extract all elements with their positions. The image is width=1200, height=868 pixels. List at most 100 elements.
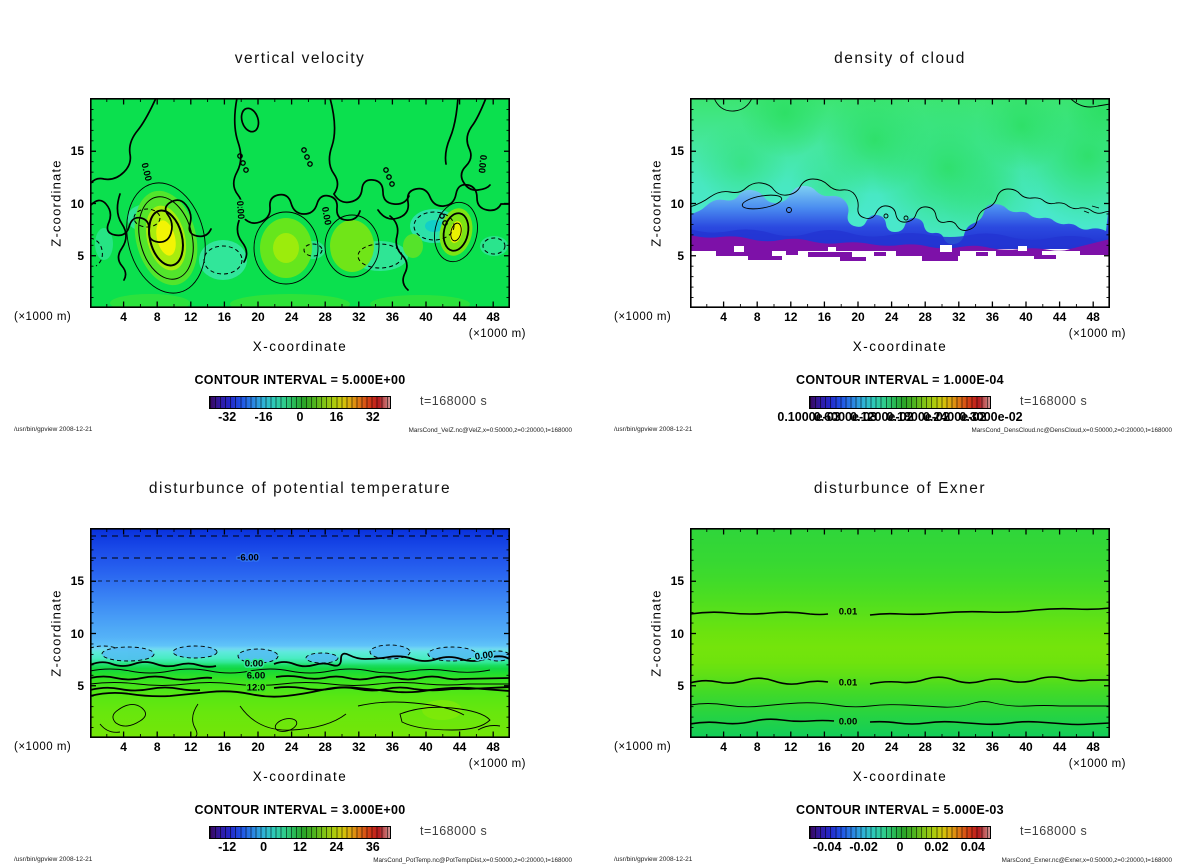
cloud-top-swirls — [697, 98, 1110, 243]
colorbar-tick-label: 0 — [296, 410, 304, 424]
contour-plot-exner: 0.01 0.01 0.00 — [690, 528, 1110, 738]
x-unit-label: (×1000 m) — [1068, 328, 1126, 340]
x-tick-label: 8 — [153, 740, 161, 754]
cloud-base-gaps — [734, 245, 1027, 252]
contour-beads — [237, 147, 448, 226]
y-unit-label: (×1000 m) — [14, 741, 72, 753]
x-tick-label: 48 — [1086, 740, 1100, 754]
x-axis-label: X-coordinate — [852, 769, 948, 784]
x-unit-label: (×1000 m) — [1068, 758, 1126, 770]
x-tick-label: 24 — [884, 310, 899, 324]
contour-plot-vertical-velocity: 0.000.00 0.000.00 — [90, 98, 510, 308]
y-unit-label: (×1000 m) — [14, 311, 72, 323]
colorbar-tick-label: 12 — [293, 840, 307, 854]
y-tick-label: 15 — [670, 574, 684, 589]
x-tick-label: 44 — [1052, 740, 1067, 754]
x-tick-label: 48 — [486, 310, 500, 324]
y-tick-label: 15 — [670, 144, 684, 159]
colorbar-tick-label: 0.04 — [960, 840, 985, 854]
x-tick-label: 44 — [452, 310, 467, 324]
x-tick-label: 12 — [784, 310, 798, 324]
axis-tick-marks — [90, 98, 510, 308]
x-axis-label: X-coordinate — [252, 339, 348, 354]
colorbar-tick-label: 0 — [260, 840, 268, 854]
contour-interval-label: CONTOUR INTERVAL = 5.000E-03 — [796, 803, 1004, 817]
gpview-command-text: /usr/bin/gpview 2008-12-21 — [614, 426, 693, 433]
x-tick-label: 32 — [952, 740, 966, 754]
colorbar-tick-label: 24 — [329, 840, 344, 854]
time-label: t=168000 s — [420, 394, 488, 408]
solid-contours — [90, 652, 510, 738]
data-source-text: MarsCond_Exner.nc@Exner,x=0:50000,z=0:20… — [1001, 857, 1172, 864]
cloud-band-blue — [690, 185, 1110, 249]
colorbar-tick-label: 16 — [329, 410, 344, 424]
data-source-text: MarsCond_PotTemp.nc@PotTempDist,x=0:5000… — [373, 857, 572, 864]
colorbar-tick-label: -0.04 — [812, 840, 842, 854]
y-tick-label: 10 — [670, 196, 684, 211]
cloud-base-purple — [690, 235, 1110, 261]
page-title: density of cloud — [834, 50, 966, 67]
y-tick-label: 10 — [70, 196, 84, 211]
contour-interval-label: CONTOUR INTERVAL = 5.000E+00 — [194, 373, 406, 387]
x-tick-label: 44 — [1052, 310, 1067, 324]
time-label: t=168000 s — [1020, 394, 1088, 408]
colorbar-tick-label: 0.2400e-02 — [922, 410, 987, 424]
colorbar — [809, 396, 991, 409]
y-tick-label: 15 — [70, 144, 84, 159]
x-tick-label: 28 — [918, 740, 932, 754]
time-label: t=168000 s — [1020, 824, 1088, 838]
contour-label: 0.01 — [839, 678, 858, 689]
x-tick-label: 12 — [784, 740, 798, 754]
colorbar — [209, 396, 391, 409]
updraft-maxima — [110, 182, 478, 308]
contour-label: 0.00 — [839, 717, 858, 728]
x-tick-label: 8 — [753, 310, 761, 324]
x-tick-label: 44 — [452, 740, 467, 754]
y-tick-label: 5 — [677, 678, 684, 693]
x-tick-label: 16 — [817, 740, 832, 754]
y-tick-label: 5 — [77, 248, 84, 263]
x-tick-label: 36 — [985, 740, 1000, 754]
panel-potential-temperature: disturbunce of potential temperature Z-c… — [0, 468, 600, 868]
x-tick-label: 24 — [284, 740, 299, 754]
zero-contours — [90, 98, 510, 291]
panel-exner: disturbunce of Exner Z-coordinate — [600, 468, 1200, 868]
contour-interval-label: CONTOUR INTERVAL = 1.000E-04 — [796, 373, 1004, 387]
dashed-contours — [90, 535, 510, 582]
colorbar-tick-label: 0.1000e-03 — [777, 410, 841, 424]
negative-contours — [90, 208, 506, 275]
colorbar — [209, 826, 391, 839]
x-tick-label: 12 — [184, 740, 198, 754]
x-axis-label: X-coordinate — [852, 339, 948, 354]
colorbar-tick-label: 0.6000e-03 — [813, 410, 878, 424]
x-tick-label: 36 — [385, 740, 400, 754]
contour-label: 0.00 — [234, 200, 246, 219]
panel-vertical-velocity: vertical velocity Z-coordinate — [0, 38, 600, 468]
x-tick-label: 36 — [985, 310, 1000, 324]
time-label: t=168000 s — [420, 824, 488, 838]
x-tick-label: 16 — [217, 310, 232, 324]
axis-tick-marks — [690, 528, 1110, 738]
x-tick-label: 24 — [284, 310, 299, 324]
x-tick-label: 16 — [217, 740, 232, 754]
panel-density-of-cloud: density of cloud Z-coordinate — [600, 38, 1200, 468]
y-unit-label: (×1000 m) — [614, 311, 672, 323]
contour-label: 0.00 — [476, 154, 489, 174]
colorbar-tick-label: 32 — [365, 410, 380, 424]
x-tick-label: 20 — [251, 310, 265, 324]
page-title: disturbunce of Exner — [813, 480, 987, 497]
negative-blobs — [90, 644, 510, 664]
page-title: disturbunce of potential temperature — [148, 480, 452, 497]
colorbar-tick-label: -0.02 — [849, 840, 878, 854]
gpview-command-text: /usr/bin/gpview 2008-12-21 — [14, 426, 93, 433]
x-tick-label: 32 — [352, 310, 366, 324]
x-tick-label: 20 — [851, 310, 865, 324]
colorbar-tick-label: 0.02 — [924, 840, 949, 854]
x-tick-label: 16 — [817, 310, 832, 324]
y-tick-label: 5 — [677, 248, 684, 263]
x-unit-label: (×1000 m) — [468, 758, 526, 770]
x-axis-label: X-coordinate — [252, 769, 348, 784]
x-tick-label: 40 — [419, 740, 433, 754]
gpview-command-text: /usr/bin/gpview 2008-12-21 — [614, 856, 693, 863]
